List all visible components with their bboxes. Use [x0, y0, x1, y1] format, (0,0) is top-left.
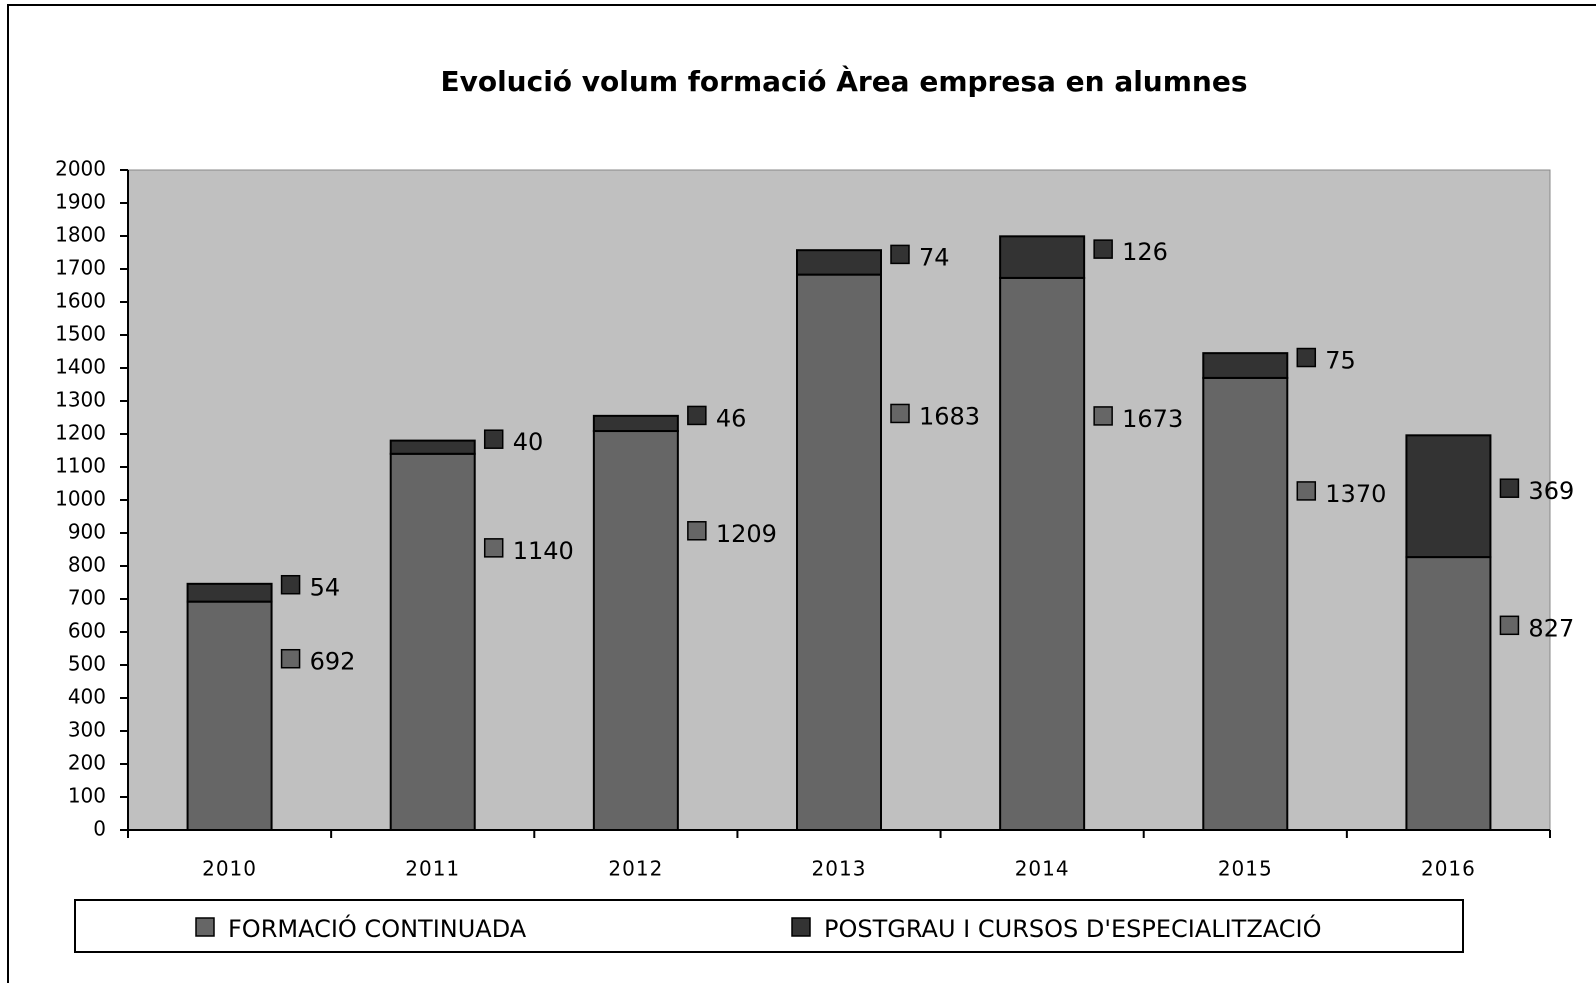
- y-tick-label: 500: [68, 652, 106, 676]
- x-tick-label: 2015: [1218, 857, 1273, 881]
- bar-segment: [1202, 352, 1289, 379]
- y-tick-label: 1700: [55, 256, 106, 280]
- x-tick-label: 2016: [1421, 857, 1476, 881]
- y-tick-label: 0: [93, 817, 106, 841]
- data-label: 126: [1122, 238, 1168, 266]
- y-tick-label: 1100: [55, 454, 106, 478]
- chart-title: Evolució volum formació Àrea empresa en …: [440, 64, 1247, 98]
- data-label-key: [687, 521, 707, 541]
- y-tick-label: 1300: [55, 388, 106, 412]
- y-tick-label: 1900: [55, 190, 106, 214]
- bar-segment: [186, 582, 273, 603]
- data-label: 1140: [513, 537, 574, 565]
- data-label-key: [280, 648, 301, 669]
- y-tick-label: 100: [68, 784, 106, 808]
- y-tick-label: 200: [68, 751, 106, 775]
- y-tick-label: 2000: [55, 157, 106, 181]
- legend-key: [791, 917, 811, 937]
- bar-segment: [999, 276, 1086, 832]
- data-label-key: [280, 574, 301, 595]
- x-tick-label: 2014: [1015, 857, 1070, 881]
- data-label: 692: [310, 648, 356, 676]
- x-tick-label: 2013: [812, 857, 867, 881]
- bar-segment: [389, 439, 476, 455]
- bar-segment: [999, 235, 1086, 279]
- data-label: 46: [716, 404, 747, 432]
- data-label: 1673: [1122, 405, 1183, 433]
- data-label-key: [1499, 615, 1520, 636]
- data-label-key: [890, 403, 910, 424]
- data-label-key: [890, 244, 910, 265]
- bar-segment: [1405, 556, 1492, 832]
- y-tick-label: 1400: [55, 355, 106, 379]
- bar-segment: [389, 452, 476, 831]
- legend-label: POSTGRAU I CURSOS D'ESPECIALITZACIÓ: [824, 913, 1322, 943]
- data-label-key: [1093, 406, 1113, 426]
- y-tick-label: 1200: [55, 421, 106, 445]
- data-label: 827: [1528, 614, 1574, 642]
- data-label: 1370: [1325, 480, 1386, 508]
- data-label-key: [687, 405, 707, 426]
- x-tick-label: 2010: [202, 857, 257, 881]
- bar-segment: [796, 249, 882, 276]
- data-label-key: [1499, 478, 1520, 498]
- legend-label: FORMACIÓ CONTINUADA: [228, 913, 527, 943]
- y-tick-label: 600: [68, 619, 106, 643]
- data-label: 369: [1528, 477, 1574, 505]
- bar-segment: [796, 273, 882, 831]
- bar-segment: [186, 600, 273, 832]
- data-label: 1683: [919, 402, 980, 430]
- bar-segment: [1405, 434, 1492, 559]
- data-label: 1209: [716, 520, 777, 548]
- data-label-key: [1296, 347, 1317, 368]
- x-tick-label: 2012: [608, 857, 663, 881]
- y-tick-label: 1600: [55, 289, 106, 313]
- bar-segment: [592, 414, 679, 433]
- y-tick-label: 400: [68, 685, 106, 709]
- data-label: 54: [310, 574, 341, 602]
- y-tick-label: 700: [68, 586, 106, 610]
- y-tick-label: 800: [68, 553, 106, 577]
- y-tick-label: 1800: [55, 223, 106, 247]
- data-label-key: [1296, 481, 1317, 501]
- data-label: 74: [919, 243, 950, 271]
- data-label-key: [1093, 239, 1113, 259]
- x-tick-label: 2011: [405, 857, 460, 881]
- data-label-key: [483, 538, 504, 558]
- y-tick-label: 300: [68, 718, 106, 742]
- bar-segment: [1202, 376, 1289, 831]
- legend-key: [195, 917, 215, 937]
- y-tick-label: 900: [68, 520, 106, 544]
- legend: [74, 899, 1464, 953]
- data-label: 75: [1325, 347, 1356, 375]
- y-tick-label: 1000: [55, 487, 106, 511]
- bar-segment: [592, 430, 679, 831]
- y-tick-label: 1500: [55, 322, 106, 346]
- data-label-key: [483, 429, 504, 449]
- data-label: 40: [513, 428, 544, 456]
